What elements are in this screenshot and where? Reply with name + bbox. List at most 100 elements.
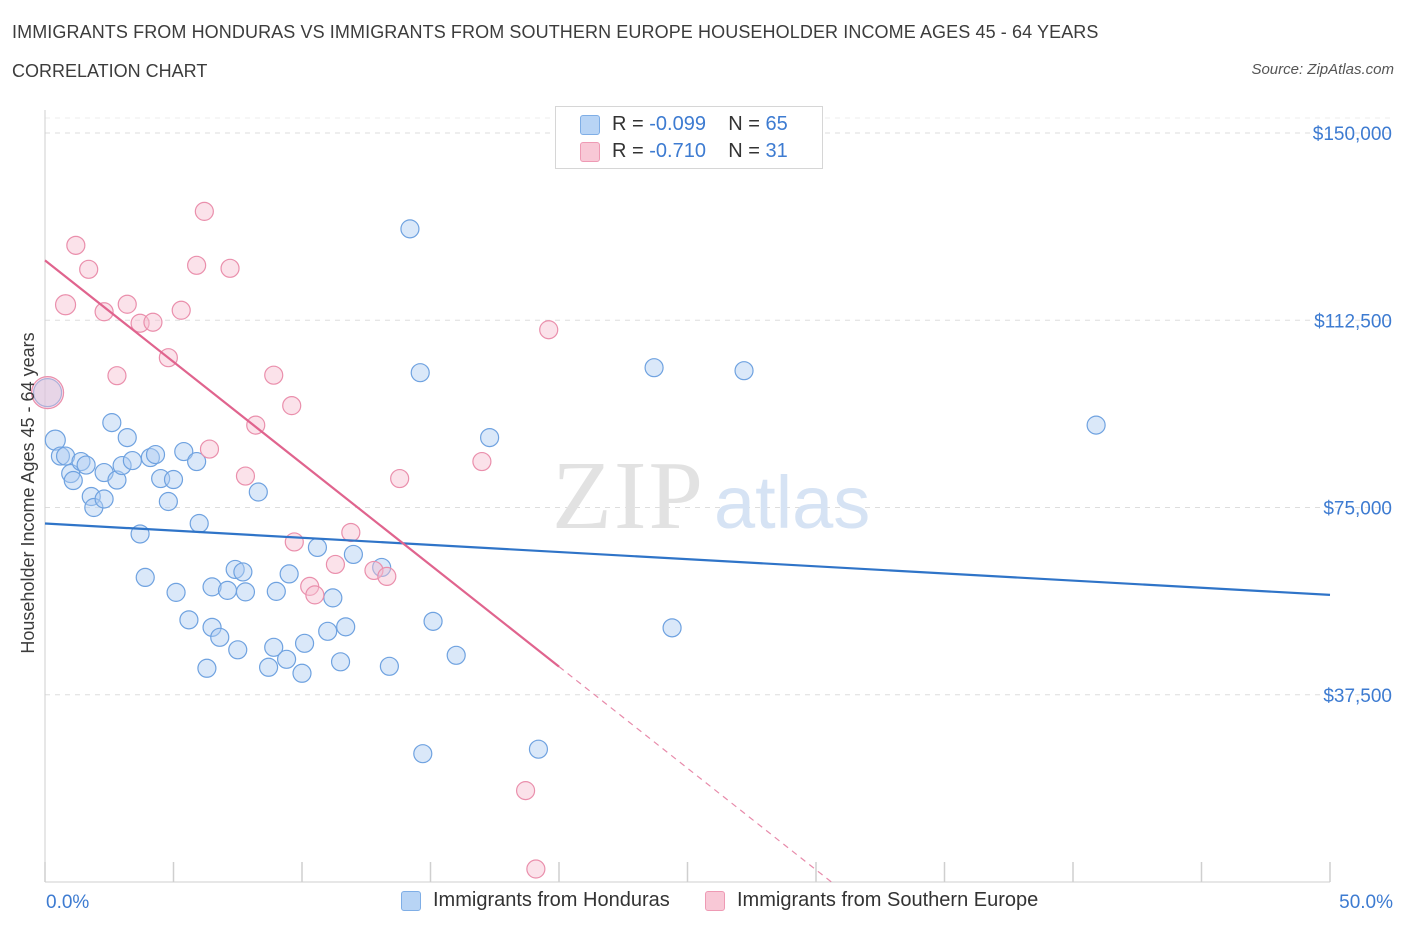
legend-r-label: R = xyxy=(612,140,644,162)
honduras-point xyxy=(197,658,217,678)
honduras-point xyxy=(145,444,166,465)
honduras-point xyxy=(112,455,132,476)
watermark: ZIP atlas xyxy=(552,442,870,550)
honduras-point xyxy=(107,470,127,490)
chart-title: IMMIGRANTS FROM HONDURAS VS IMMIGRANTS F… xyxy=(12,22,1099,42)
honduras-point xyxy=(528,739,549,759)
southern-europe-point xyxy=(54,294,77,316)
honduras-point xyxy=(343,544,363,565)
southern-europe-point xyxy=(143,312,163,332)
legend-r-label: R = xyxy=(612,113,644,135)
honduras-point xyxy=(264,637,284,657)
x-tick-label-right: 50.0% xyxy=(1339,892,1393,913)
honduras-point xyxy=(276,649,297,669)
honduras-point xyxy=(122,450,142,471)
honduras-point xyxy=(44,429,66,451)
honduras-point xyxy=(410,363,430,383)
southern-europe-point xyxy=(117,294,137,314)
honduras-point xyxy=(189,513,209,534)
southern-europe-point xyxy=(539,320,559,340)
honduras-point xyxy=(210,627,230,647)
legend-swatch-blue xyxy=(580,115,600,135)
honduras-point xyxy=(235,582,256,602)
southern-europe-point xyxy=(325,554,346,575)
honduras-point xyxy=(400,219,420,239)
honduras-point xyxy=(480,427,500,448)
honduras-point xyxy=(336,617,356,637)
legend-n-label: N = xyxy=(728,113,760,135)
honduras-point xyxy=(423,611,443,631)
honduras-point xyxy=(330,652,351,672)
legend-r-value: -0.710 xyxy=(649,140,706,162)
honduras-point xyxy=(158,491,178,512)
southern-europe-trend-line-extension xyxy=(558,666,832,883)
southern-europe-point xyxy=(377,566,397,587)
southern-europe-point xyxy=(79,259,99,279)
honduras-point xyxy=(279,564,299,584)
honduras-point xyxy=(294,633,315,653)
honduras-point xyxy=(179,610,199,630)
southern-europe-point xyxy=(199,439,220,459)
y-tick-label: $112,500 xyxy=(1314,311,1392,332)
honduras-point xyxy=(163,469,184,490)
southern-europe-point xyxy=(171,300,191,320)
honduras-point xyxy=(734,361,754,381)
honduras-point xyxy=(202,577,222,597)
legend-r-value: -0.099 xyxy=(649,113,706,135)
honduras-point xyxy=(32,378,63,408)
legend-n-value: 65 xyxy=(765,113,788,135)
southern-europe-point xyxy=(94,302,114,322)
honduras-point xyxy=(71,451,91,472)
southern-europe-point xyxy=(264,365,284,385)
southern-europe-point xyxy=(107,366,127,386)
legend-swatch-pink xyxy=(580,142,600,162)
honduras-point xyxy=(644,358,664,378)
southern-europe-trend-line xyxy=(44,259,560,668)
honduras-point xyxy=(266,581,286,601)
honduras-point xyxy=(446,645,466,665)
southern-europe-point xyxy=(194,201,214,221)
honduras-point xyxy=(413,744,433,764)
honduras-trend-line xyxy=(44,522,1331,596)
honduras-point xyxy=(372,557,392,578)
honduras-point xyxy=(662,618,682,638)
y-tick-label: $37,500 xyxy=(1323,686,1392,707)
correlation-legend: R = -0.099 N = 65 R = -0.710 N = 31 xyxy=(555,106,823,169)
honduras-point xyxy=(166,582,186,602)
bottom-legend-swatch-pink xyxy=(705,891,725,911)
honduras-point xyxy=(292,663,312,683)
legend-n-value: 31 xyxy=(765,140,788,162)
honduras-point xyxy=(94,489,114,509)
honduras-point xyxy=(202,617,222,637)
honduras-point xyxy=(228,640,248,660)
southern-europe-point xyxy=(472,451,492,472)
bottom-legend-swatch-blue xyxy=(401,891,421,911)
southern-europe-point xyxy=(66,235,86,255)
southern-europe-point xyxy=(390,468,410,489)
southern-europe-point xyxy=(526,859,546,879)
honduras-point xyxy=(63,470,83,491)
honduras-point xyxy=(50,446,71,466)
southern-europe-point xyxy=(187,255,207,275)
southern-europe-point xyxy=(235,466,256,486)
honduras-point xyxy=(217,580,238,600)
honduras-point xyxy=(233,562,253,582)
honduras-point xyxy=(135,567,155,588)
honduras-point xyxy=(318,621,338,641)
axes xyxy=(44,110,1331,883)
source-credit: Source: ZipAtlas.com xyxy=(1251,61,1394,78)
honduras-point xyxy=(140,447,160,468)
southern-europe-point xyxy=(341,522,361,543)
honduras-point xyxy=(258,657,279,677)
honduras-point xyxy=(323,588,343,608)
y-tick-label: $150,000 xyxy=(1313,124,1392,145)
southern-europe-point xyxy=(515,781,536,801)
trend-lines xyxy=(44,259,1331,883)
watermark-zip: ZIP xyxy=(552,442,705,550)
legend-n-label: N = xyxy=(728,140,760,162)
honduras-point xyxy=(174,441,194,462)
honduras-point xyxy=(117,427,137,448)
honduras-point xyxy=(1086,415,1106,435)
y-tick-label: $75,000 xyxy=(1323,499,1392,520)
